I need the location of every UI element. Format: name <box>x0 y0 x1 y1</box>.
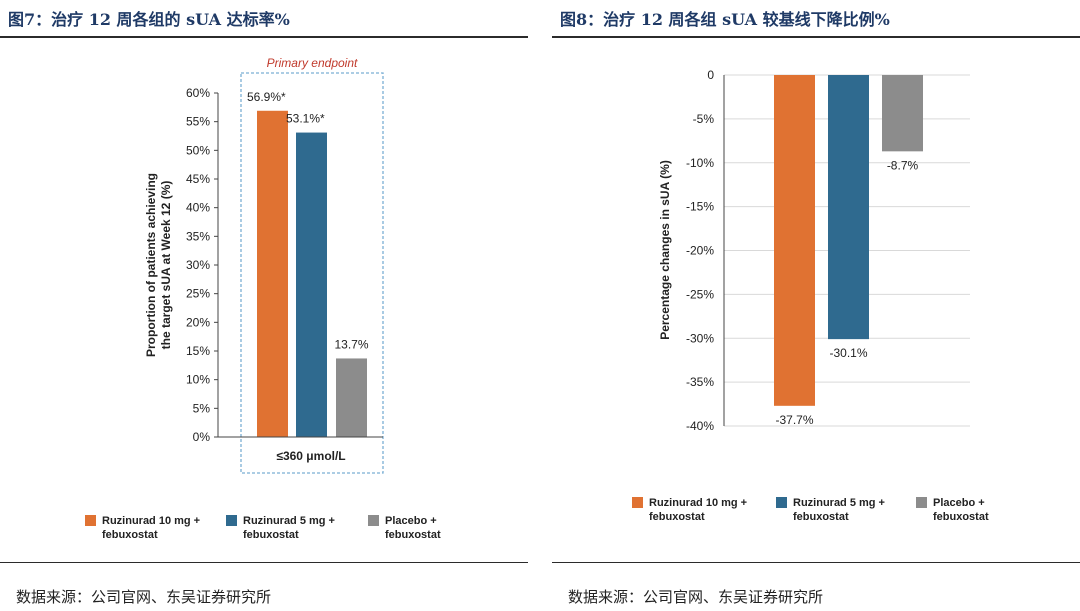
y-tick-label: 60% <box>186 86 210 100</box>
legend-label: Placebo + febuxostat <box>933 497 989 523</box>
y-tick-label: -25% <box>686 287 714 301</box>
y-tick-label: 0 <box>707 68 714 82</box>
y-axis-title-text: Proportion of patients achievingthe targ… <box>144 173 173 357</box>
figure-7-panel: 图7：治疗 12 周各组的 sUA 达标率% Primary endpoint 0… <box>0 0 528 611</box>
legend-swatch <box>916 497 927 508</box>
legend-label: Placebo + febuxostat <box>385 515 441 541</box>
primary-endpoint-annotation: Primary endpoint <box>267 56 358 70</box>
y-tick-label: -40% <box>686 419 714 433</box>
bar-data-label: -8.7% <box>887 158 919 172</box>
legend-swatch <box>368 515 379 526</box>
legend-label: Ruzinurad 5 mg + febuxostat <box>243 515 335 541</box>
y-axis-title: Percentage changes in sUA (%) <box>658 160 672 340</box>
y-tick-label: -10% <box>686 156 714 170</box>
y-tick-label: 45% <box>186 172 210 186</box>
bar-data-label: 13.7% <box>334 337 368 351</box>
figure-8-panel: 图8：治疗 12 周各组 sUA 较基线下降比例% 0 -5% -10% -15% -2… <box>552 0 1080 611</box>
bar <box>296 132 327 437</box>
x-category-label: ≤360 μmol/L <box>276 449 345 463</box>
title-rule <box>552 36 1080 38</box>
bar <box>257 110 288 438</box>
y-tick-label: 25% <box>186 287 210 301</box>
y-tick-label: 20% <box>186 315 210 329</box>
legend-label: Ruzinurad 5 mg + febuxostat <box>793 497 885 523</box>
bar-data-label: -30.1% <box>829 346 867 360</box>
y-tick-label: 50% <box>186 143 210 157</box>
y-tick-label: -5% <box>693 112 715 126</box>
y-tick-label: 0% <box>193 430 211 444</box>
y-tick-label: 40% <box>186 201 210 215</box>
y-tick-label: -15% <box>686 200 714 214</box>
y-tick-label: 35% <box>186 229 210 243</box>
chart-7-svg: Primary endpoint 0% 5% 10% 15% 20% 25% 30% 35% 40… <box>85 56 441 541</box>
footer-rule <box>552 562 1080 563</box>
legend-swatch <box>226 515 237 526</box>
legend-swatch <box>632 497 643 508</box>
figure-7-source: 数据来源：公司官网、东吴证券研究所 <box>16 588 272 606</box>
bar <box>882 75 923 152</box>
y-tick-label: 30% <box>186 258 210 272</box>
title-rule <box>0 36 528 38</box>
bar-data-label: 53.1%* <box>286 112 325 126</box>
bar-data-label: -37.7% <box>775 413 813 427</box>
bar-data-label: 56.9%* <box>247 90 286 104</box>
legend-label: Ruzinurad 10 mg + febuxostat <box>649 497 747 523</box>
legend-swatch <box>85 515 96 526</box>
y-tick-label: 10% <box>186 373 210 387</box>
y-tick-label: -35% <box>686 375 714 389</box>
y-tick-label: 55% <box>186 115 210 129</box>
figure-8-title: 图8：治疗 12 周各组 sUA 较基线下降比例% <box>560 10 890 29</box>
footer-rule <box>0 562 528 563</box>
primary-endpoint-frame <box>240 72 384 474</box>
bar <box>336 358 367 437</box>
y-tick-label: 15% <box>186 344 210 358</box>
figure-7-title: 图7：治疗 12 周各组的 sUA 达标率% <box>8 10 290 29</box>
figure-8-source: 数据来源：公司官网、东吴证券研究所 <box>568 588 824 606</box>
y-tick-label: -20% <box>686 244 714 258</box>
legend-swatch <box>776 497 787 508</box>
y-tick-label: 5% <box>193 401 211 415</box>
y-tick-label: -30% <box>686 331 714 345</box>
chart-8-svg: 0 -5% -10% -15% -20% -25% -30% -35% -40% Percenta… <box>632 68 989 523</box>
legend-label: Ruzinurad 10 mg + febuxostat <box>102 515 200 541</box>
bar <box>774 75 815 406</box>
y-axis-title: Proportion of patients achievingthe targ… <box>144 173 173 357</box>
bar <box>828 75 869 340</box>
